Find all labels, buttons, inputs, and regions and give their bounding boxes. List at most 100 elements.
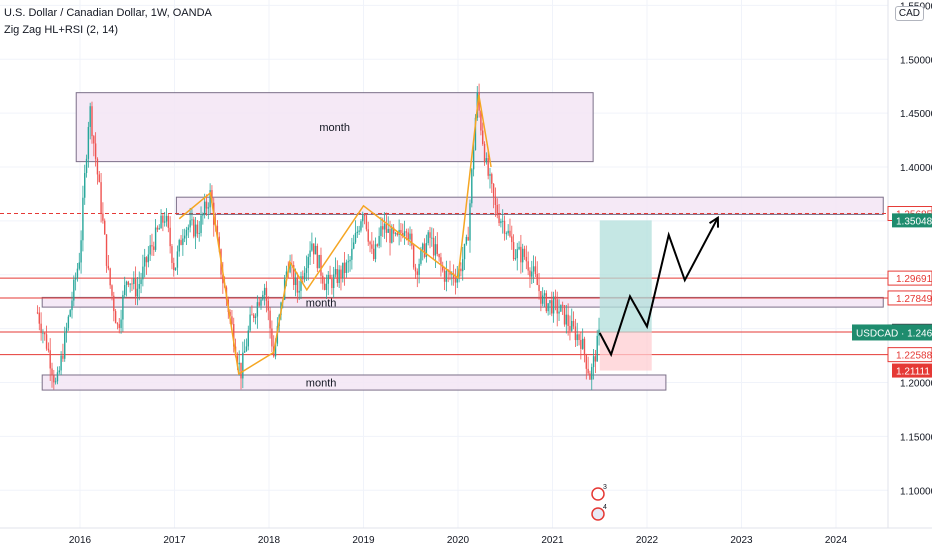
candle-body (209, 190, 211, 208)
candle-body (98, 174, 100, 183)
candle-body (151, 245, 153, 247)
supply-demand-zone[interactable] (41, 296, 884, 308)
candle-body (118, 324, 120, 328)
supply-demand-zone[interactable] (175, 196, 884, 215)
candle-body (511, 236, 513, 243)
candle-body (598, 329, 600, 336)
candle-body (165, 215, 168, 222)
stop-loss-zone[interactable] (599, 332, 652, 371)
candle-body (296, 277, 299, 293)
candle-body (551, 300, 553, 314)
take-profit-zone[interactable] (599, 220, 652, 333)
candle-body (463, 244, 466, 260)
currency-badge[interactable]: CAD (894, 6, 924, 21)
candle-body (216, 225, 219, 237)
candle-body (521, 248, 524, 263)
supply-demand-zone[interactable] (41, 374, 667, 391)
candle-body (309, 250, 311, 257)
candle-body (51, 368, 53, 376)
x-tick-label: 2017 (163, 535, 186, 546)
candle-body (538, 284, 540, 292)
time-axis[interactable]: 2016 2017 2018 2019 2020 2021 2022 2023 2024 (69, 535, 848, 546)
candle-body (467, 236, 469, 241)
candle-body (500, 221, 502, 224)
candle-body (587, 368, 589, 374)
candle-body (133, 278, 135, 285)
candle-body (76, 268, 79, 279)
long-position[interactable] (599, 220, 652, 371)
candle-body (411, 233, 413, 246)
price-tag-bg (887, 270, 932, 286)
candle-body (563, 305, 566, 325)
candle-body (327, 274, 329, 284)
us-flag-icon[interactable] (591, 507, 605, 521)
price-tag-text: 1.21111 (896, 367, 930, 378)
candle-body (434, 244, 437, 256)
current-price-tag[interactable] (852, 324, 932, 341)
candle-body (300, 276, 302, 291)
candle-body (256, 302, 259, 317)
candle-body (194, 224, 197, 237)
candle-body (260, 299, 262, 306)
candle-body (243, 351, 246, 353)
candle-body (512, 242, 515, 260)
candle-body (78, 262, 80, 269)
candle-body (549, 300, 551, 304)
projection-path (598, 215, 720, 358)
candle-body (153, 246, 155, 250)
candle-body (60, 355, 62, 371)
event-count: 3 (603, 484, 607, 491)
candle-body (540, 291, 542, 304)
candle-body (589, 373, 591, 380)
candle-body (569, 325, 571, 331)
candle-body (100, 182, 102, 214)
candle-body (498, 215, 500, 224)
x-tick-label: 2020 (447, 535, 470, 546)
candle-body (247, 330, 249, 347)
candle-body (67, 316, 70, 328)
supply-demand-zone[interactable] (75, 92, 594, 163)
candle-body (445, 270, 448, 282)
candle-body (53, 375, 55, 383)
candle-body (109, 268, 111, 286)
candle-body (478, 92, 480, 111)
projection-line[interactable] (598, 217, 719, 358)
candle-body (200, 215, 202, 233)
candle-body (429, 232, 431, 238)
zigzag-indicator (178, 94, 492, 376)
candle-body (367, 229, 369, 242)
candle-body (253, 314, 255, 318)
candle-body (380, 226, 382, 236)
candle-body (432, 237, 435, 256)
candle-body (93, 136, 95, 144)
candle-body (289, 264, 291, 273)
candle-body (127, 281, 130, 285)
candle-body (372, 248, 375, 260)
event-icons[interactable]: 34 (591, 484, 607, 521)
canada-flag-icon[interactable] (591, 487, 605, 501)
candle-body (396, 233, 399, 235)
candle-body (178, 240, 180, 252)
candle-body (65, 327, 68, 333)
candle-body (42, 332, 44, 334)
price-tag[interactable] (892, 363, 932, 378)
candle-body (85, 158, 88, 173)
price-axis[interactable]: 1.100001.150001.200001.250001.300001.350… (900, 1, 932, 497)
y-tick-label: 1.20000 (900, 379, 932, 390)
candle-body (507, 230, 509, 234)
candle-body (409, 233, 411, 240)
candle-body (313, 243, 315, 255)
price-tag-text: 1.29691 (896, 274, 932, 285)
price-tag[interactable] (892, 213, 932, 228)
candle-body (567, 314, 569, 326)
candle-body (571, 320, 573, 331)
candle-body (502, 220, 504, 222)
candle-body (403, 231, 406, 237)
candle-body (323, 283, 326, 290)
candle-body (440, 257, 442, 266)
candle-body (462, 259, 464, 272)
candle-body (489, 174, 491, 176)
indicator-legend[interactable]: Zig Zag HL+RSI (2, 14) (4, 24, 119, 36)
candle-body (298, 290, 300, 293)
